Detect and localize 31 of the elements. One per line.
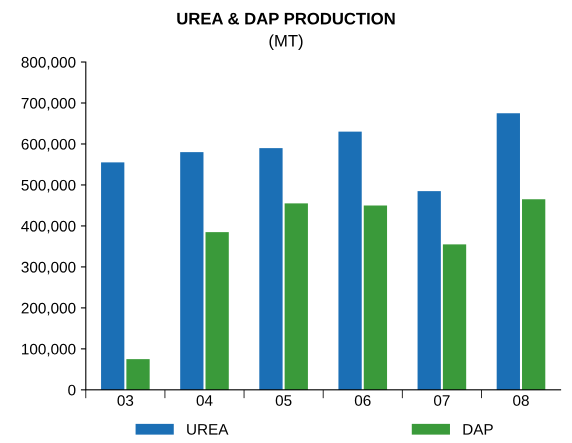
y-tick-label: 300,000 — [21, 262, 76, 274]
x-tick-label: 07 — [434, 395, 450, 406]
y-tick-label: 200,000 — [22, 302, 76, 316]
y-tick-label: 0 — [68, 384, 76, 396]
bar — [284, 203, 308, 390]
y-tick-label: 600,000 — [22, 138, 76, 152]
bar — [364, 205, 388, 390]
bar — [496, 113, 520, 390]
legend-label: UREA — [187, 424, 228, 435]
bar — [206, 232, 229, 390]
bar — [442, 244, 466, 390]
chart-title: UREA & DAP PRODUCTION — [177, 12, 395, 25]
x-tick-label: 05 — [276, 395, 292, 406]
x-tick-label: 03 — [117, 395, 134, 406]
bar — [180, 152, 204, 390]
bar — [126, 359, 150, 390]
y-tick-label: 100,000 — [22, 344, 76, 356]
bar — [522, 199, 546, 390]
x-tick-label: 06 — [354, 395, 371, 406]
chart-subtitle: (MT) — [269, 34, 303, 50]
bar — [259, 148, 283, 390]
bar — [338, 132, 362, 390]
y-tick-label: 800,000 — [22, 56, 76, 70]
y-tick-label: 500,000 — [21, 180, 76, 192]
bar — [101, 162, 124, 390]
y-tick-label: 400,000 — [21, 220, 76, 234]
legend-label: DAP — [463, 424, 493, 435]
x-tick-label: 04 — [196, 395, 213, 406]
y-tick-label: 700,000 — [22, 98, 76, 110]
bar — [418, 191, 441, 390]
x-tick-label: 08 — [513, 395, 529, 406]
